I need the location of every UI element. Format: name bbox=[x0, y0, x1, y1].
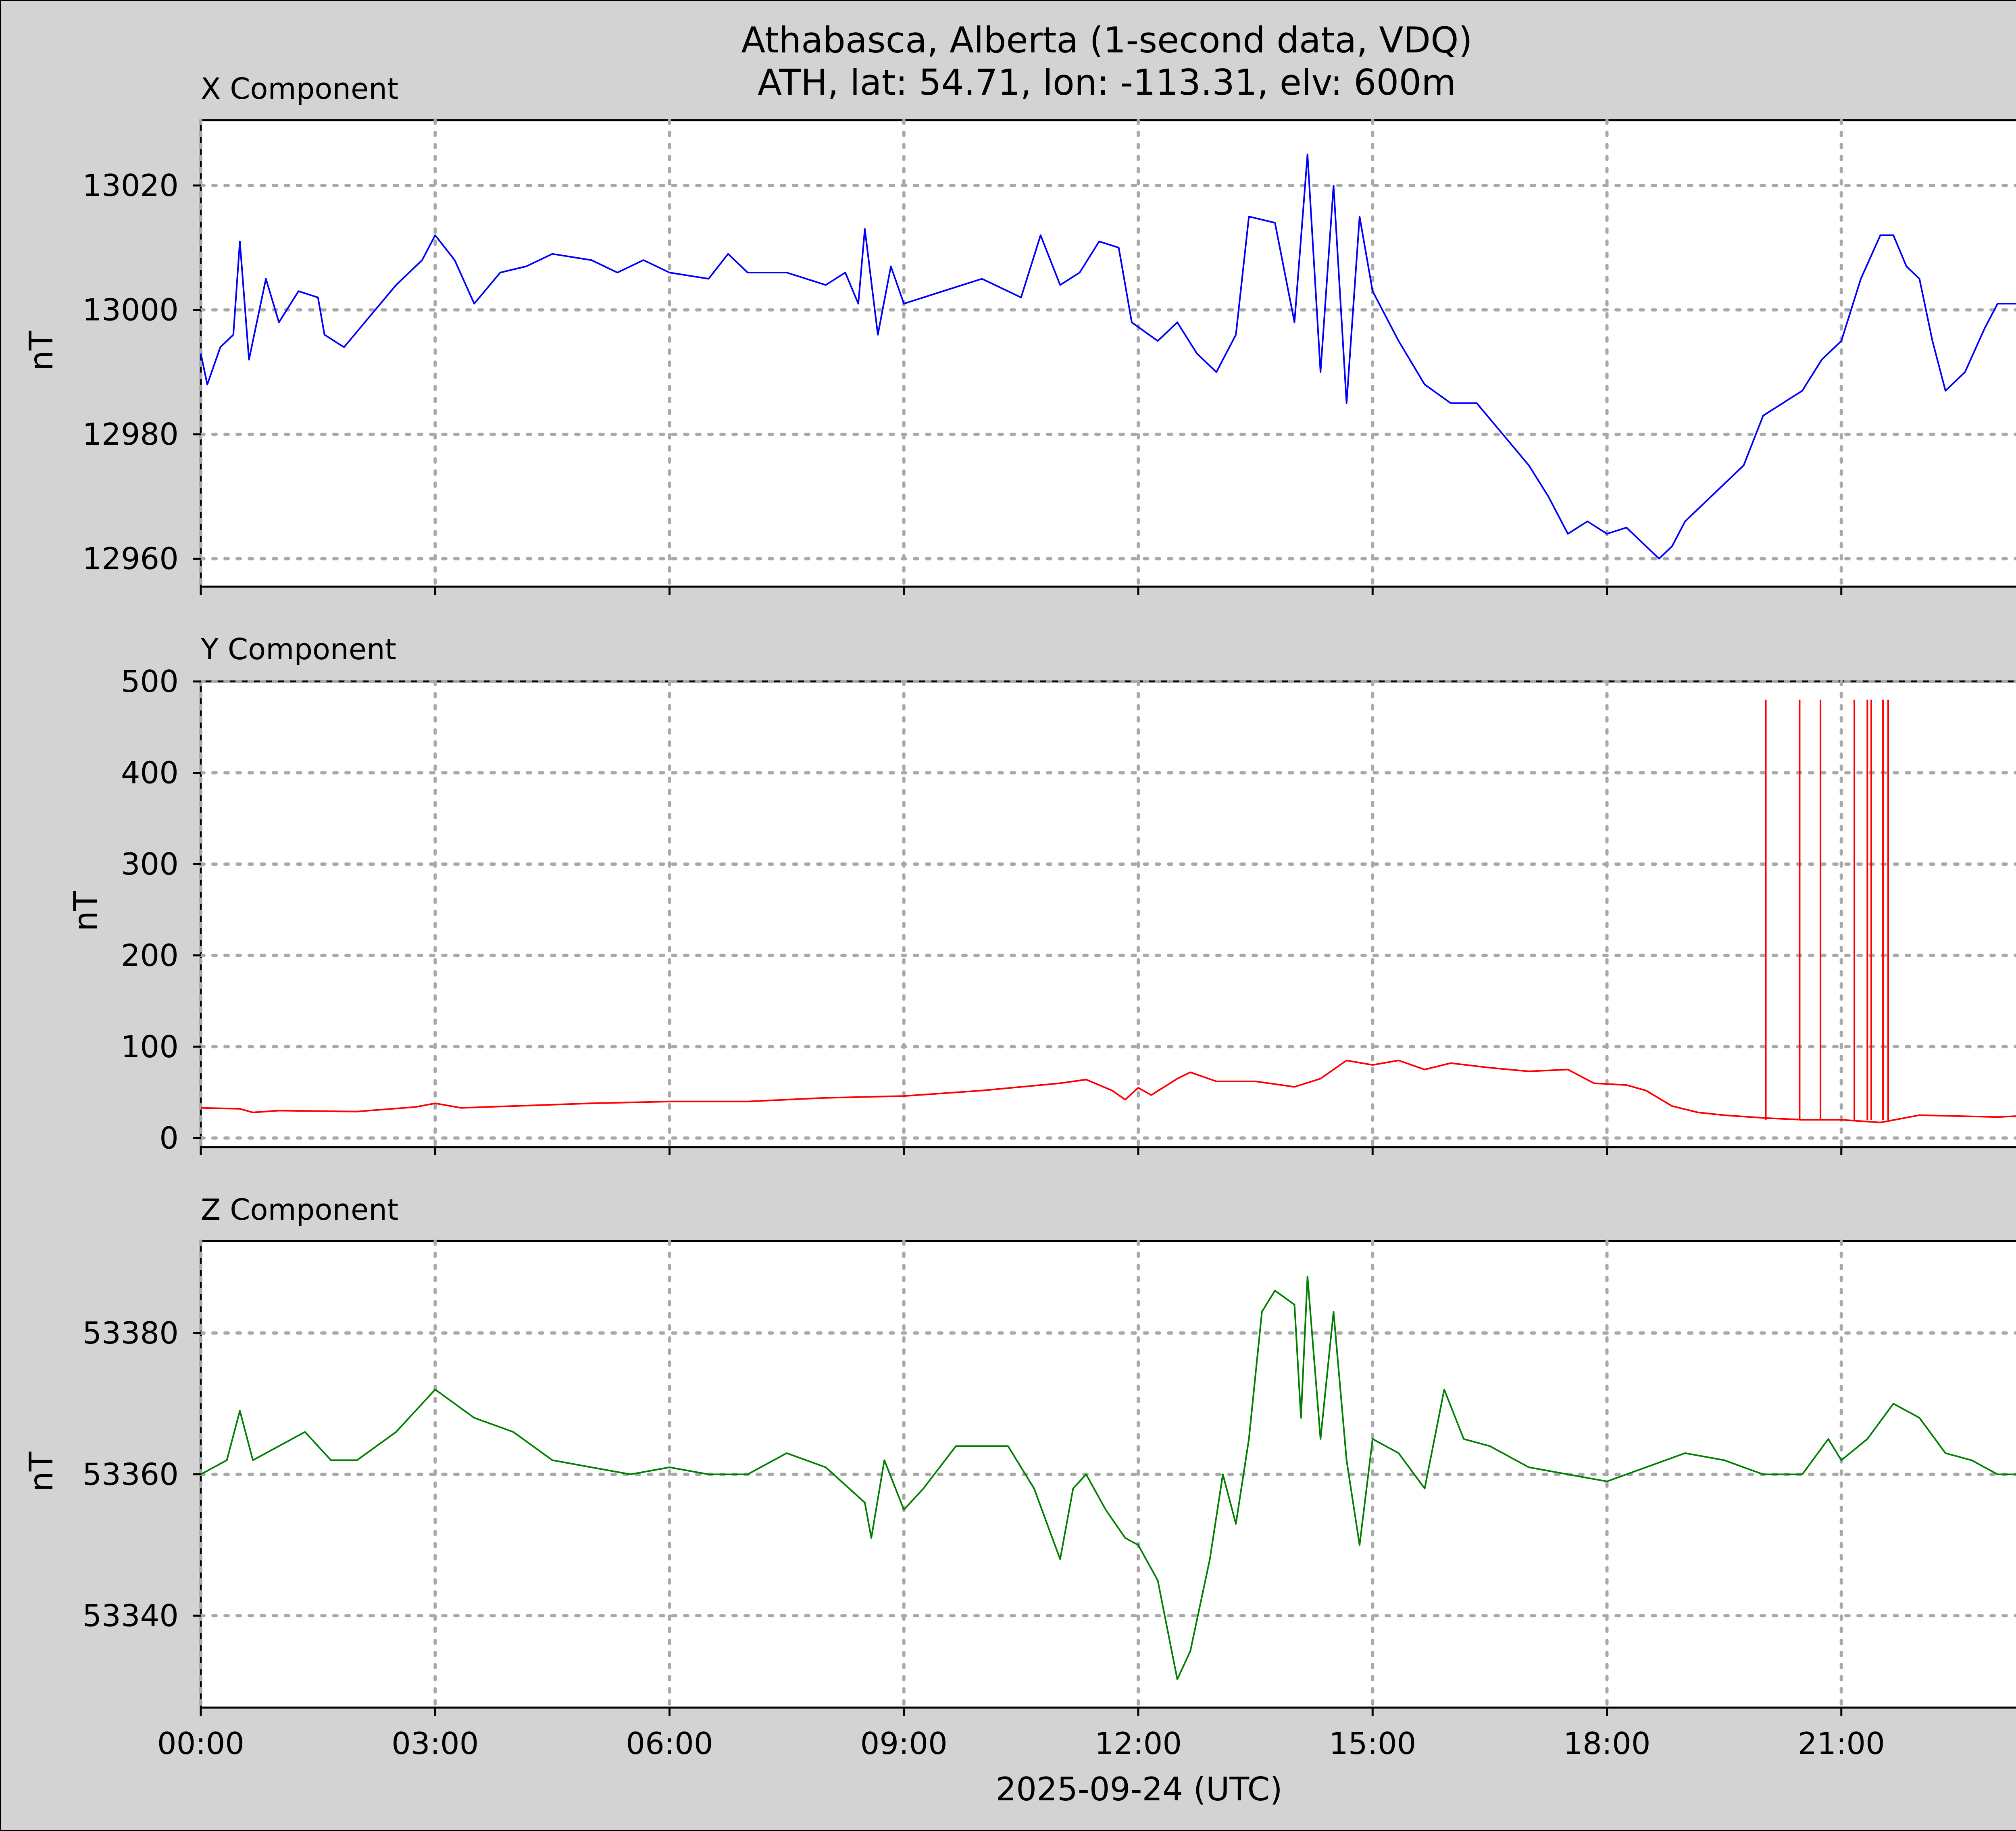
y-tick-label: 53340 bbox=[82, 1598, 179, 1633]
panel-title-z: Z Component bbox=[201, 1193, 398, 1227]
y-tick-label: 53380 bbox=[82, 1315, 179, 1351]
y-tick-label: 53360 bbox=[82, 1457, 179, 1492]
panel-x-component: X Component nT 12960 12980 13000 13020 bbox=[23, 72, 2016, 595]
x-tick-label: 06:00 bbox=[626, 1726, 713, 1761]
panel-z-component: Z Component nT 53340 53360 53380 bbox=[23, 1193, 2016, 1716]
x-tick-label: 12:00 bbox=[1095, 1726, 1182, 1761]
y-axis-label-z: nT bbox=[23, 1451, 60, 1492]
y-tick-label: 12980 bbox=[82, 417, 179, 452]
y-axis-label-x: nT bbox=[23, 330, 60, 371]
panel-y-component: Y Component nT 0 100 200 300 400 500 bbox=[67, 632, 2016, 1156]
x-tick-label: 21:00 bbox=[1798, 1726, 1885, 1761]
y-tick-label: 500 bbox=[121, 664, 179, 699]
x-axis-ticks: 00:00 03:00 06:00 09:00 12:00 15:00 18:00 21:00 bbox=[157, 1726, 1885, 1761]
x-tick-label: 00:00 bbox=[157, 1726, 244, 1761]
chart-title: Athabasca, Alberta (1-second data, VDQ) bbox=[741, 19, 1472, 61]
x-tick-label: 15:00 bbox=[1329, 1726, 1416, 1761]
x-tick-label: 09:00 bbox=[860, 1726, 948, 1761]
y-axis-label-y: nT bbox=[67, 891, 104, 931]
plot-area-x bbox=[200, 119, 2016, 588]
plot-area-y bbox=[200, 680, 2016, 1148]
y-tick-label: 400 bbox=[121, 755, 179, 790]
y-tick-label: 12960 bbox=[82, 541, 179, 577]
series-line-x bbox=[200, 153, 2016, 560]
y-tick-label: 0 bbox=[159, 1120, 179, 1156]
series-line-y bbox=[200, 1059, 2016, 1123]
x-tick-label: 18:00 bbox=[1563, 1726, 1650, 1761]
y-tick-label: 13000 bbox=[82, 292, 179, 328]
chart-subtitle: ATH, lat: 54.71, lon: -113.31, elv: 600m bbox=[758, 62, 1456, 103]
y-tick-label: 300 bbox=[121, 846, 179, 882]
panel-title-x: X Component bbox=[201, 72, 398, 106]
x-tick-label: 03:00 bbox=[392, 1726, 479, 1761]
y-tick-label: 200 bbox=[121, 937, 179, 973]
y-tick-label: 100 bbox=[121, 1029, 179, 1064]
panel-title-y: Y Component bbox=[200, 632, 396, 666]
y-tick-label: 13020 bbox=[82, 168, 179, 203]
x-axis-label: 2025-09-24 (UTC) bbox=[996, 1771, 1282, 1808]
series-line-z bbox=[200, 1275, 2016, 1680]
